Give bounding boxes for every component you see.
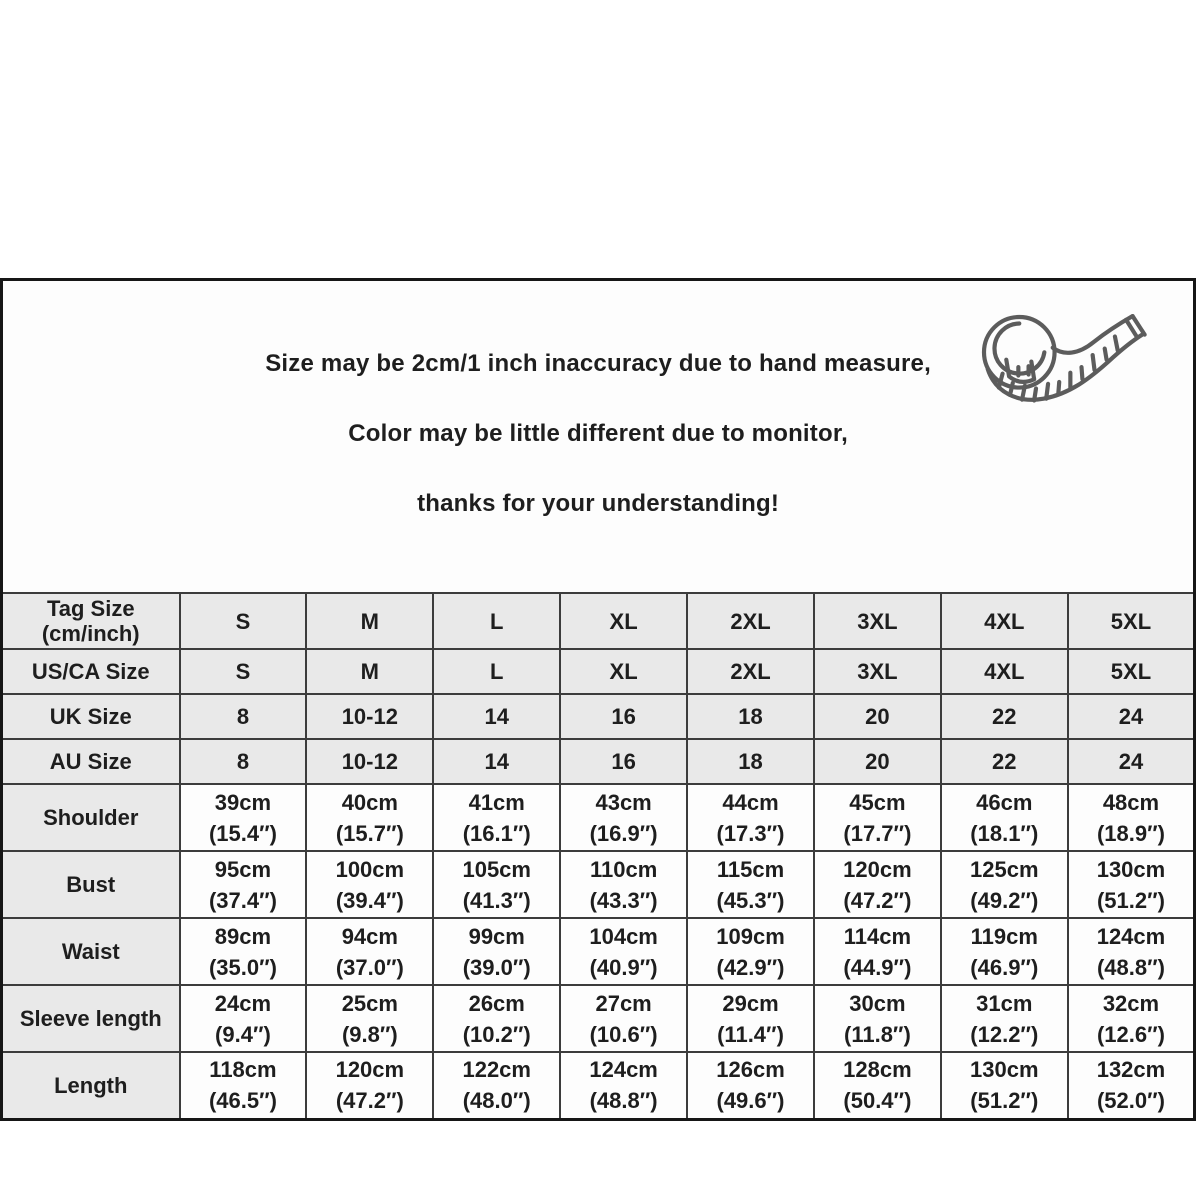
- row-label-waist: Waist: [0, 917, 181, 986]
- measurement-cell: 94cm (37.0″): [305, 917, 435, 986]
- size-header-cell: 24: [1066, 693, 1196, 740]
- measurement-cell: 124cm (48.8″): [559, 1051, 689, 1120]
- size-header-cell: 5XL: [1066, 592, 1196, 650]
- measuring-tape-icon: [969, 286, 1155, 403]
- measurement-cell: 89cm (35.0″): [178, 917, 308, 986]
- header-row-uk-size: UK Size 8 10-12 14 16 18 20 22 24: [0, 693, 1196, 740]
- row-label-sleeve-length: Sleeve length: [0, 984, 181, 1053]
- measurement-cell: 40cm (15.7″): [305, 783, 435, 852]
- measurement-cell: 104cm (40.9″): [559, 917, 689, 986]
- size-header-cell: 10-12: [305, 693, 435, 740]
- size-header-cell: 22: [939, 738, 1069, 785]
- size-header-cell: XL: [559, 592, 689, 650]
- disclaimer-line: Color may be little different due to mon…: [348, 420, 848, 447]
- size-header-cell: L: [432, 648, 562, 695]
- measurement-cell: 100cm (39.4″): [305, 850, 435, 919]
- measurement-cell: 105cm (41.3″): [432, 850, 562, 919]
- size-header-cell: XL: [559, 648, 689, 695]
- size-header-cell: 2XL: [686, 592, 815, 650]
- size-header-cell: 20: [812, 738, 942, 785]
- size-header-cell: 16: [559, 693, 689, 740]
- measurement-cell: 46cm (18.1″): [939, 783, 1069, 852]
- size-header-cell: 20: [812, 693, 942, 740]
- measurement-cell: 126cm (49.6″): [686, 1051, 815, 1120]
- size-header-cell: 24: [1066, 738, 1196, 785]
- measurement-cell: 130cm (51.2″): [939, 1051, 1069, 1120]
- measurement-cell: 41cm (16.1″): [432, 783, 562, 852]
- size-header-cell: 2XL: [686, 648, 815, 695]
- size-header-cell: 8: [178, 738, 308, 785]
- row-label-shoulder: Shoulder: [0, 783, 181, 852]
- size-header-cell: 3XL: [812, 648, 942, 695]
- row-label-bust: Bust: [0, 850, 181, 919]
- measurement-cell: 31cm (12.2″): [939, 984, 1069, 1053]
- header-row-tag-size: Tag Size (cm/inch) S M L XL 2XL 3XL 4XL …: [0, 592, 1196, 650]
- row-label-au-size: AU Size: [0, 738, 181, 785]
- measurement-cell: 128cm (50.4″): [812, 1051, 942, 1120]
- measurement-cell: 95cm (37.4″): [178, 850, 308, 919]
- measurement-cell: 26cm (10.2″): [432, 984, 562, 1053]
- size-header-cell: 16: [559, 738, 689, 785]
- measurement-cell: 109cm (42.9″): [686, 917, 815, 986]
- size-header-cell: 5XL: [1066, 648, 1196, 695]
- row-label-tag-size: Tag Size (cm/inch): [0, 592, 181, 650]
- measurement-cell: 29cm (11.4″): [686, 984, 815, 1053]
- measurement-cell: 132cm (52.0″): [1066, 1051, 1196, 1120]
- size-header-cell: 4XL: [939, 648, 1069, 695]
- size-header-cell: 22: [939, 693, 1069, 740]
- measurement-cell: 27cm (10.6″): [559, 984, 689, 1053]
- measurement-cell: 43cm (16.9″): [559, 783, 689, 852]
- measurement-cell: 99cm (39.0″): [432, 917, 562, 986]
- measurement-cell: 114cm (44.9″): [812, 917, 942, 986]
- disclaimer-text: Size may be 2cm/1 inch inaccuracy due to…: [3, 299, 1193, 556]
- measurement-cell: 110cm (43.3″): [559, 850, 689, 919]
- size-header-cell: S: [178, 648, 308, 695]
- disclaimer-line: thanks for your understanding!: [417, 490, 780, 517]
- measurement-cell: 115cm (45.3″): [686, 850, 815, 919]
- size-header-cell: 18: [686, 738, 815, 785]
- size-header-cell: 18: [686, 693, 815, 740]
- row-label-usca-size: US/CA Size: [0, 648, 181, 695]
- size-chart-table: Size may be 2cm/1 inch inaccuracy due to…: [0, 278, 1197, 1121]
- row-label-uk-size: UK Size: [0, 693, 181, 740]
- disclaimer-row: Size may be 2cm/1 inch inaccuracy due to…: [0, 278, 1196, 594]
- size-header-cell: 14: [432, 693, 562, 740]
- size-header-cell: M: [305, 592, 435, 650]
- size-header-cell: 8: [178, 693, 308, 740]
- size-header-cell: M: [305, 648, 435, 695]
- row-length: Length 118cm (46.5″) 120cm (47.2″) 122cm…: [0, 1051, 1196, 1120]
- size-header-cell: 14: [432, 738, 562, 785]
- size-header-cell: 4XL: [939, 592, 1069, 650]
- row-label-length: Length: [0, 1051, 181, 1120]
- measurement-cell: 44cm (17.3″): [686, 783, 815, 852]
- measurement-cell: 24cm (9.4″): [178, 984, 308, 1053]
- disclaimer-cell: Size may be 2cm/1 inch inaccuracy due to…: [0, 278, 1196, 594]
- measurement-cell: 122cm (48.0″): [432, 1051, 562, 1120]
- measurement-cell: 125cm (49.2″): [939, 850, 1069, 919]
- disclaimer-line: Size may be 2cm/1 inch inaccuracy due to…: [265, 350, 931, 377]
- row-shoulder: Shoulder 39cm (15.4″) 40cm (15.7″) 41cm …: [0, 783, 1196, 852]
- measurement-cell: 30cm (11.8″): [812, 984, 942, 1053]
- size-header-cell: S: [178, 592, 308, 650]
- size-header-cell: 10-12: [305, 738, 435, 785]
- measurement-cell: 120cm (47.2″): [812, 850, 942, 919]
- row-waist: Waist 89cm (35.0″) 94cm (37.0″) 99cm (39…: [0, 917, 1196, 986]
- row-sleeve-length: Sleeve length 24cm (9.4″) 25cm (9.8″) 26…: [0, 984, 1196, 1053]
- measurement-cell: 39cm (15.4″): [178, 783, 308, 852]
- size-header-cell: 3XL: [812, 592, 942, 650]
- measurement-cell: 120cm (47.2″): [305, 1051, 435, 1120]
- header-row-au-size: AU Size 8 10-12 14 16 18 20 22 24: [0, 738, 1196, 785]
- header-row-usca-size: US/CA Size S M L XL 2XL 3XL 4XL 5XL: [0, 648, 1196, 695]
- measurement-cell: 124cm (48.8″): [1066, 917, 1196, 986]
- measurement-cell: 25cm (9.8″): [305, 984, 435, 1053]
- measurement-cell: 119cm (46.9″): [939, 917, 1069, 986]
- measurement-cell: 45cm (17.7″): [812, 783, 942, 852]
- row-bust: Bust 95cm (37.4″) 100cm (39.4″) 105cm (4…: [0, 850, 1196, 919]
- measurement-cell: 118cm (46.5″): [178, 1051, 308, 1120]
- size-header-cell: L: [432, 592, 562, 650]
- measurement-cell: 48cm (18.9″): [1066, 783, 1196, 852]
- measurement-cell: 32cm (12.6″): [1066, 984, 1196, 1053]
- measurement-cell: 130cm (51.2″): [1066, 850, 1196, 919]
